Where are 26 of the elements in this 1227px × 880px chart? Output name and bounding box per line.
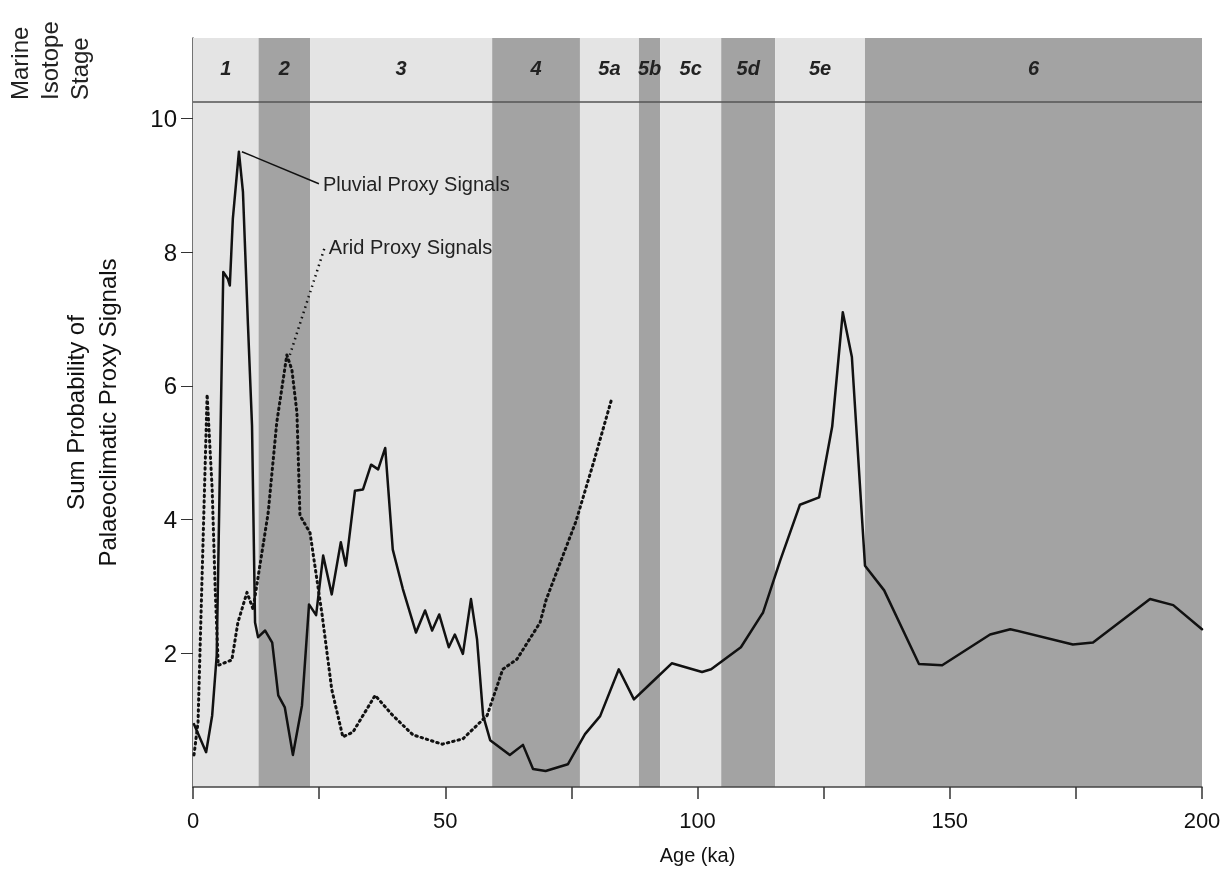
band-label: 5a — [598, 57, 621, 79]
band-label: 2 — [277, 57, 290, 79]
band-label: 5c — [679, 57, 702, 79]
x-tick-label: 200 — [1183, 807, 1221, 833]
y-tick-label: 10 — [150, 104, 177, 132]
band-label: 5d — [736, 57, 761, 79]
y-tick-label: 2 — [163, 639, 177, 667]
x-tick-label: 100 — [679, 807, 716, 833]
text: Marine Isotope Stage — [5, 14, 93, 100]
y-tick-label: 6 — [163, 372, 177, 400]
y-tick-label: 4 — [163, 506, 177, 533]
x-axis-title: Age (ka) — [659, 844, 736, 866]
band-label: 3 — [395, 57, 407, 79]
x-tick-label: 50 — [433, 807, 458, 833]
band-label: 1 — [220, 57, 232, 79]
band-label: 5b — [637, 57, 662, 79]
y-tick-label: 8 — [163, 238, 177, 266]
band-label: 4 — [529, 57, 542, 79]
band-label: 6 — [1027, 57, 1040, 79]
band-label: 5e — [808, 57, 832, 79]
line-series — [192, 150, 1204, 773]
annotation: Arid Proxy Signals — [328, 235, 493, 258]
y-axis-title: Sum Probability of Palaeoclimatic Proxy Signals — [61, 258, 121, 567]
annotation: Pluvial Proxy Signals — [322, 172, 510, 195]
x-tick-label: 150 — [931, 807, 969, 833]
x-tick-label: 0 — [186, 807, 200, 833]
